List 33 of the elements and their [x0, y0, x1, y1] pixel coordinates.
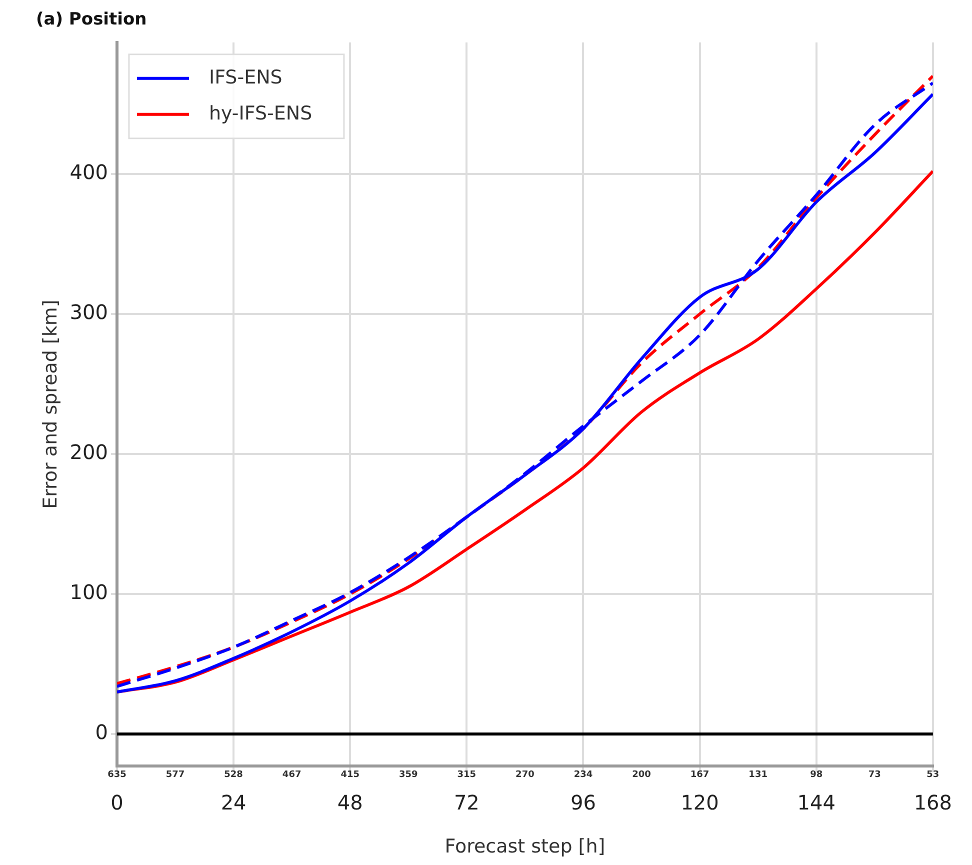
- x-tick-label: 24: [220, 790, 246, 814]
- y-axis-title: Error and spread [km]: [39, 300, 62, 509]
- y-tick-label: 0: [95, 720, 108, 744]
- text: 577: [166, 770, 185, 780]
- text: 415: [340, 770, 360, 780]
- x-tick-label: 168: [914, 790, 952, 814]
- text: 131: [748, 770, 768, 780]
- text: 98: [810, 770, 823, 780]
- y-tick-label: 400: [70, 160, 108, 184]
- text: 167: [690, 770, 710, 780]
- x-tick-label: 144: [797, 790, 836, 814]
- legend-label: hy-IFS-ENS: [208, 102, 312, 124]
- y-tick-label: 200: [70, 440, 108, 464]
- y-tick-label: 100: [70, 580, 108, 604]
- text: 53: [926, 770, 940, 780]
- legend-label: IFS-ENS: [208, 66, 282, 88]
- x-tick-label: 120: [680, 790, 719, 814]
- text: 73: [868, 770, 881, 780]
- text: 467: [282, 770, 302, 780]
- text: 635: [108, 770, 126, 780]
- x-axis-title: Forecast step [h]: [444, 836, 606, 858]
- x-tick-label: 96: [570, 790, 596, 814]
- chart-title: (a) Position: [36, 10, 147, 30]
- text: 315: [457, 770, 476, 780]
- x-tick-label: 48: [337, 790, 363, 814]
- x-tick-label: 72: [454, 790, 480, 814]
- text: 234: [574, 770, 593, 780]
- text: 528: [224, 770, 243, 780]
- y-tick-label: 300: [70, 300, 108, 324]
- x-tick-label: 0: [110, 790, 124, 814]
- text: 200: [632, 770, 651, 780]
- text: 270: [516, 770, 534, 780]
- text: 359: [398, 770, 418, 780]
